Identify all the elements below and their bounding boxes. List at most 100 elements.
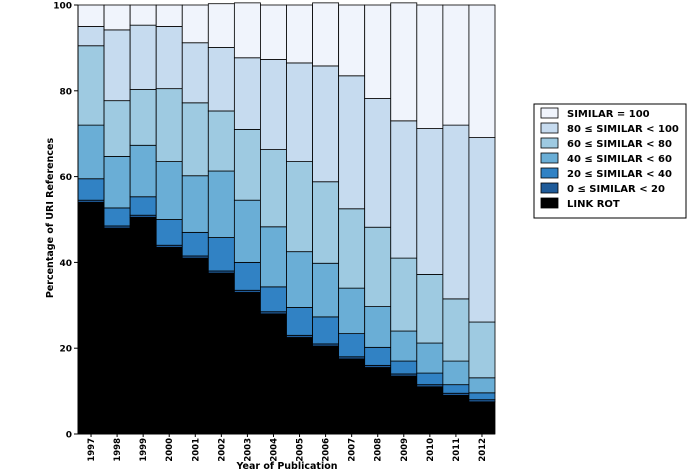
bar-segment-2011-series-4	[442, 298, 470, 362]
bar-segment-2012-series-4	[468, 321, 496, 379]
bar-segment-2004-series-5	[260, 59, 287, 150]
bar-segment-2004-series-0	[260, 313, 287, 435]
bar-segment-1997-series-4	[77, 45, 105, 126]
legend-swatch-6	[540, 197, 559, 209]
legend-label-2: 60 ≤ SIMILAR < 80	[567, 139, 672, 150]
legend-swatch-0	[540, 107, 559, 119]
bars-layer	[77, 2, 496, 435]
x-axis-label: Year of Publication	[236, 461, 338, 470]
bar-segment-2000-series-4	[155, 88, 183, 162]
bar-segment-1998-series-6	[103, 4, 131, 31]
x-tick-label-2000: 2000	[165, 438, 175, 462]
bar-segment-2007-series-3	[338, 287, 366, 335]
bar-segment-2008-series-6	[364, 4, 392, 99]
bar-segment-2007-series-4	[338, 208, 366, 289]
bar-segment-2001-series-4	[181, 102, 209, 177]
legend-label-4: 20 ≤ SIMILAR < 40	[567, 169, 672, 180]
y-tick-label-100: 100	[53, 2, 72, 12]
bar-segment-2012-series-5	[468, 137, 496, 323]
bar-segment-2011-series-2	[442, 384, 470, 394]
bar-segment-2007-series-6	[338, 4, 366, 77]
x-tick-label-2008: 2008	[374, 438, 384, 462]
bar-segment-2005-series-0	[286, 337, 313, 435]
bar-segment-2006-series-4	[312, 181, 340, 264]
legend-label-0: SIMILAR = 100	[567, 109, 650, 120]
legend-swatch-2	[540, 137, 559, 149]
bar-segment-2008-series-4	[364, 226, 392, 307]
bar-segment-2006-series-3	[312, 262, 340, 318]
bar-segment-2001-series-0	[181, 257, 209, 435]
x-tick-label-2007: 2007	[348, 438, 358, 462]
bar-segment-2000-series-3	[155, 161, 183, 220]
legend-swatch-4	[540, 167, 559, 179]
bar-segment-2009-series-3	[390, 330, 418, 362]
bar-segment-1997-series-0	[77, 201, 105, 435]
x-tick-label-1997: 1997	[87, 438, 97, 462]
bar-segment-2010-series-0	[416, 386, 444, 435]
bar-segment-1998-series-2	[103, 207, 131, 227]
y-tick-label-60: 60	[59, 173, 72, 183]
bar-segment-2010-series-2	[416, 372, 444, 386]
legend-label-6: LINK ROT	[567, 199, 620, 210]
legend-label-1: 80 ≤ SIMILAR < 100	[567, 124, 679, 135]
bar-segment-2001-series-2	[181, 231, 209, 257]
bar-segment-2001-series-6	[181, 4, 209, 44]
bar-segment-1999-series-5	[129, 24, 157, 90]
bar-segment-2004-series-3	[260, 226, 287, 288]
bar-segment-2002-series-6	[207, 3, 235, 48]
bar-segment-2008-series-2	[364, 346, 392, 366]
bar-segment-2009-series-2	[390, 360, 418, 375]
bar-segment-2004-series-4	[260, 149, 287, 228]
y-tick-label-40: 40	[59, 259, 72, 269]
x-tick-label-1998: 1998	[113, 438, 123, 462]
bar-segment-2006-series-5	[312, 65, 340, 183]
bar-segment-2011-series-6	[442, 4, 470, 126]
bar-segment-2011-series-5	[442, 124, 470, 300]
x-tick-label-2001: 2001	[191, 438, 201, 462]
bar-segment-1998-series-5	[103, 29, 131, 102]
bar-segment-2002-series-5	[207, 47, 235, 112]
bar-segment-2007-series-2	[338, 333, 366, 358]
bar-segment-2011-series-0	[442, 394, 470, 435]
bar-segment-1997-series-5	[77, 26, 105, 47]
legend-label-5: 0 ≤ SIMILAR < 20	[567, 184, 665, 195]
bar-segment-2001-series-5	[181, 42, 209, 104]
bar-segment-2002-series-2	[207, 237, 235, 272]
x-tick-label-1999: 1999	[139, 438, 149, 462]
bar-segment-2005-series-4	[286, 161, 313, 253]
bar-segment-1999-series-4	[129, 89, 157, 146]
bar-segment-2010-series-4	[416, 274, 444, 344]
bar-segment-2005-series-5	[286, 62, 313, 162]
x-tick-label-2006: 2006	[322, 438, 332, 462]
bar-segment-1999-series-3	[129, 144, 157, 198]
legend-box	[533, 103, 687, 219]
y-tick-label-20: 20	[59, 345, 72, 355]
y-ticks: 0 20 40 60 80 100	[53, 2, 78, 441]
bar-segment-2003-series-6	[233, 2, 261, 59]
bar-segment-2005-series-6	[286, 4, 313, 64]
bar-segment-2009-series-5	[390, 120, 418, 259]
x-tick-label-2011: 2011	[452, 438, 462, 462]
bar-segment-2000-series-6	[155, 4, 183, 27]
bar-segment-2002-series-4	[207, 110, 235, 172]
bar-segment-2006-series-6	[312, 2, 340, 67]
x-ticks: 1997 1998 1999 2000 2001 2002 2003 2004 2005 2006…	[87, 434, 488, 462]
bar-segment-2009-series-6	[390, 2, 418, 122]
bar-segment-1997-series-3	[77, 124, 105, 180]
x-tick-label-2012: 2012	[478, 438, 488, 462]
y-axis-label: Percentage of URI References	[45, 138, 56, 299]
bar-segment-2005-series-3	[286, 251, 313, 308]
bar-segment-2002-series-3	[207, 170, 235, 238]
bar-segment-1998-series-3	[103, 156, 131, 209]
bar-segment-2012-series-0	[468, 401, 496, 435]
bar-segment-2009-series-4	[390, 257, 418, 332]
bar-segment-1997-series-6	[77, 4, 105, 27]
bar-segment-1999-series-0	[129, 216, 157, 435]
bar-segment-2010-series-5	[416, 128, 444, 275]
bar-segment-2011-series-3	[442, 360, 470, 386]
legend: SIMILAR = 100 80 ≤ SIMILAR < 100 60 ≤ SIMI…	[533, 103, 687, 219]
bar-segment-2006-series-2	[312, 316, 340, 345]
bar-segment-2003-series-3	[233, 199, 261, 263]
bar-segment-2009-series-0	[390, 375, 418, 435]
